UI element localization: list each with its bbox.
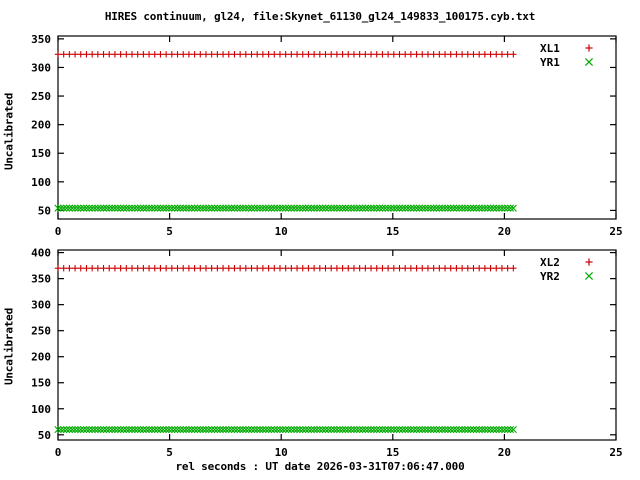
data-series-yr2: [54, 426, 517, 434]
y-tick-label: 350: [31, 33, 51, 46]
x-tick-label: 15: [386, 446, 399, 459]
plot-frame: [57, 249, 617, 441]
x-tick-label: 15: [386, 225, 399, 238]
legend-marker-xl2: [585, 258, 593, 266]
plot-frame: [57, 35, 617, 220]
legend-label-xl1: XL1: [540, 42, 560, 55]
legend-label-xl2: XL2: [540, 256, 560, 269]
y-tick-label: 100: [31, 403, 51, 416]
legend-label-yr1: YR1: [540, 56, 560, 69]
data-series-yr1: [54, 204, 517, 212]
data-series-xl2: [54, 265, 517, 272]
x-tick-label: 10: [275, 446, 288, 459]
x-tick-label: 10: [275, 225, 288, 238]
y-tick-label: 150: [31, 147, 51, 160]
y-tick-label: 100: [31, 176, 51, 189]
y-tick-label: 250: [31, 90, 51, 103]
x-tick-label: 5: [166, 225, 173, 238]
x-tick-label: 20: [498, 225, 511, 238]
x-tick-label: 0: [55, 225, 62, 238]
y-tick-label: 150: [31, 377, 51, 390]
figure-title: HIRES continuum, gl24, file:Skynet_61130…: [104, 10, 536, 23]
y-tick-label: 350: [31, 273, 51, 286]
legend-marker-yr2: [584, 271, 594, 281]
x-tick-label: 25: [609, 225, 622, 238]
legend-marker-yr1: [584, 57, 594, 67]
y-tick-label: 300: [31, 299, 51, 312]
data-series-xl1: [54, 51, 517, 58]
y-tick-label: 300: [31, 61, 51, 74]
x-tick-label: 25: [609, 446, 622, 459]
x-axis-label: rel seconds : UT date 2026-03-31T07:06:4…: [175, 460, 465, 473]
y-tick-label: 200: [31, 351, 51, 364]
legend-marker-xl1: [585, 44, 593, 52]
x-tick-label: 20: [498, 446, 511, 459]
y-tick-label: 200: [31, 119, 51, 132]
x-tick-label: 0: [55, 446, 62, 459]
y-tick-label: 50: [38, 429, 51, 442]
y-tick-label: 50: [38, 204, 51, 217]
x-tick-label: 5: [166, 446, 173, 459]
legend-label-yr2: YR2: [540, 270, 560, 283]
y-tick-label: 400: [31, 247, 51, 260]
y-tick-label: 250: [31, 325, 51, 338]
